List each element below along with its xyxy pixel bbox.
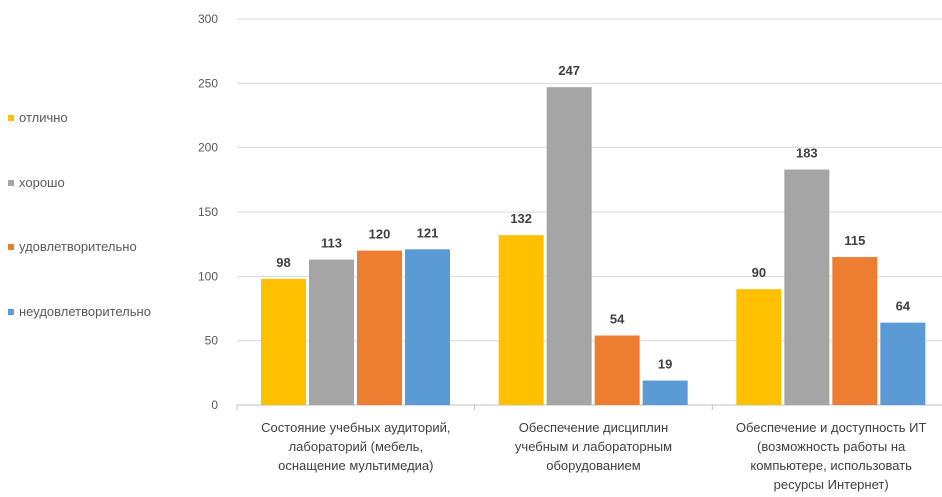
legend-item: удовлетворительно xyxy=(8,239,137,254)
x-tick-label: оснащение мультимедиа) xyxy=(278,458,433,473)
y-tick-label: 50 xyxy=(205,334,219,348)
legend: отлично хорошо удовлетворительно неудовлетв… xyxy=(8,0,208,400)
bar xyxy=(736,289,782,405)
bar xyxy=(880,322,926,405)
data-label: 115 xyxy=(844,233,865,248)
legend-item: хорошо xyxy=(8,175,65,190)
bar xyxy=(498,235,544,405)
legend-swatch xyxy=(8,114,14,121)
data-label: 90 xyxy=(752,265,766,280)
x-tick-label: оборудованием xyxy=(546,458,641,473)
x-tick-label: (возможность работы на xyxy=(757,439,906,454)
bar xyxy=(546,87,592,406)
legend-label: удовлетворительно xyxy=(19,239,137,254)
legend-label: отлично xyxy=(19,110,68,125)
x-tick-label: Обеспечение и доступность ИТ xyxy=(736,420,927,435)
legend-swatch xyxy=(8,179,14,186)
bar xyxy=(261,278,306,405)
x-tick-label: ресурсы Интернет) xyxy=(774,477,889,492)
bar xyxy=(309,259,354,405)
x-tick-label: Обеспечение дисциплин xyxy=(519,420,668,435)
x-tick-label: компьютере, использовать xyxy=(750,458,912,473)
data-label: 132 xyxy=(510,211,532,226)
legend-item: неудовлетворительно xyxy=(8,304,151,319)
data-label: 64 xyxy=(896,299,911,314)
data-label: 183 xyxy=(796,146,818,161)
bar xyxy=(784,169,830,405)
data-label: 247 xyxy=(558,63,580,78)
legend-label: хорошо xyxy=(19,175,65,190)
y-tick-label: 100 xyxy=(198,269,218,283)
bar xyxy=(642,380,688,405)
y-tick-label: 200 xyxy=(198,141,218,155)
data-label: 113 xyxy=(321,236,342,251)
bar xyxy=(594,335,640,405)
legend-item: отлично xyxy=(8,110,68,125)
data-label: 54 xyxy=(610,312,625,327)
legend-swatch xyxy=(8,308,14,315)
x-tick-label: лабораторий (мебель, xyxy=(289,439,424,454)
bar xyxy=(405,249,450,405)
y-tick-label: 300 xyxy=(198,12,218,26)
bar xyxy=(357,250,402,405)
data-label: 120 xyxy=(369,227,391,242)
legend-label: неудовлетворительно xyxy=(19,304,151,319)
x-tick-label: учебным и лабораторным xyxy=(515,439,672,454)
data-label: 19 xyxy=(658,357,672,372)
data-label: 98 xyxy=(276,255,290,270)
x-tick-label: Состояние учебных аудиторий, xyxy=(261,420,450,435)
legend-swatch xyxy=(8,243,14,250)
bar xyxy=(832,257,878,405)
y-tick-label: 0 xyxy=(211,398,218,412)
y-tick-label: 150 xyxy=(198,205,218,219)
data-label: 121 xyxy=(417,225,439,240)
y-tick-label: 250 xyxy=(198,76,218,90)
